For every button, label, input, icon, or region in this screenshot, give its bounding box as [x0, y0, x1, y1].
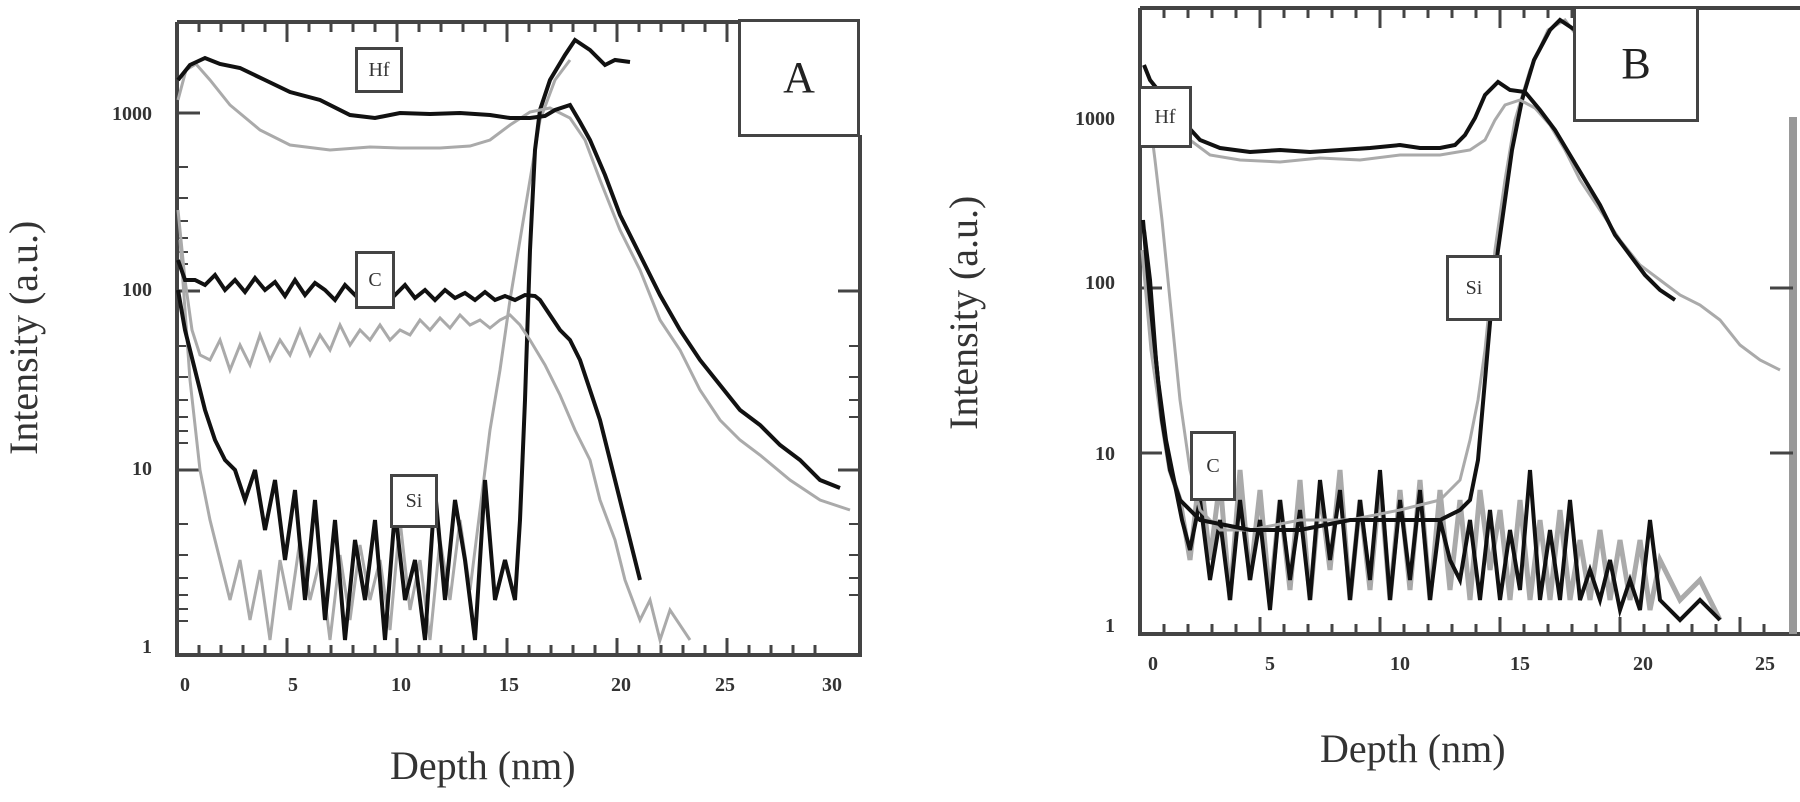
- x-tick-20: 20: [611, 674, 631, 696]
- panel-letter-a: A: [738, 19, 860, 137]
- series-si-black: [176, 37, 631, 641]
- y-tick-1000: 1000: [112, 103, 152, 125]
- x-tick-20: 20: [1633, 653, 1653, 675]
- series-si-gray: [1142, 18, 1582, 532]
- label-hf-a: Hf: [355, 47, 403, 93]
- panel-b: Intensity (a.u.) 1000 100 10 1 0 5 10 15…: [900, 0, 1800, 802]
- panel-a: Intensity (a.u.) 1000 100 10 1 0 5 10 15…: [1, 19, 862, 788]
- y-tick-1000: 1000: [1075, 108, 1115, 130]
- series-hf-black: [1142, 64, 1677, 302]
- x-tick-25: 25: [715, 674, 735, 696]
- x-tick-10: 10: [391, 674, 411, 696]
- series-c-black: [1141, 219, 1722, 623]
- x-tick-5: 5: [288, 674, 298, 696]
- x-tick-5: 5: [1265, 653, 1275, 675]
- label-si-a: Si: [390, 474, 438, 528]
- panel-letter-b: B: [1573, 6, 1699, 122]
- x-axis-label: Depth (nm): [1320, 726, 1506, 771]
- x-tick-0: 0: [180, 674, 190, 696]
- series-si-black: [1142, 17, 1636, 532]
- series-hf-gray: [176, 62, 851, 512]
- x-tick-30: 30: [822, 674, 842, 696]
- y-tick-100: 100: [122, 279, 152, 301]
- x-tick-25: 25: [1755, 653, 1775, 675]
- x-tick-15: 15: [499, 674, 519, 696]
- label-si-b: Si: [1446, 255, 1502, 321]
- series-si-gray: [178, 59, 572, 641]
- label-hf-b: Hf: [1138, 86, 1192, 148]
- series-hf-black: [176, 55, 841, 490]
- y-tick-1: 1: [1105, 615, 1115, 637]
- x-tick-10: 10: [1390, 653, 1410, 675]
- x-axis-label: Depth (nm): [390, 743, 576, 788]
- y-tick-100: 100: [1085, 272, 1115, 294]
- label-c-a: C: [355, 251, 395, 309]
- series-hf-gray: [1142, 87, 1781, 372]
- label-c-b: C: [1190, 431, 1236, 501]
- y-tick-10: 10: [132, 458, 152, 480]
- series-c-gray: [176, 209, 692, 646]
- y-tick-1: 1: [142, 636, 152, 658]
- x-tick-0: 0: [1148, 653, 1158, 675]
- x-tick-15: 15: [1510, 653, 1530, 675]
- y-tick-10: 10: [1095, 443, 1115, 465]
- series-c-black: [176, 259, 642, 581]
